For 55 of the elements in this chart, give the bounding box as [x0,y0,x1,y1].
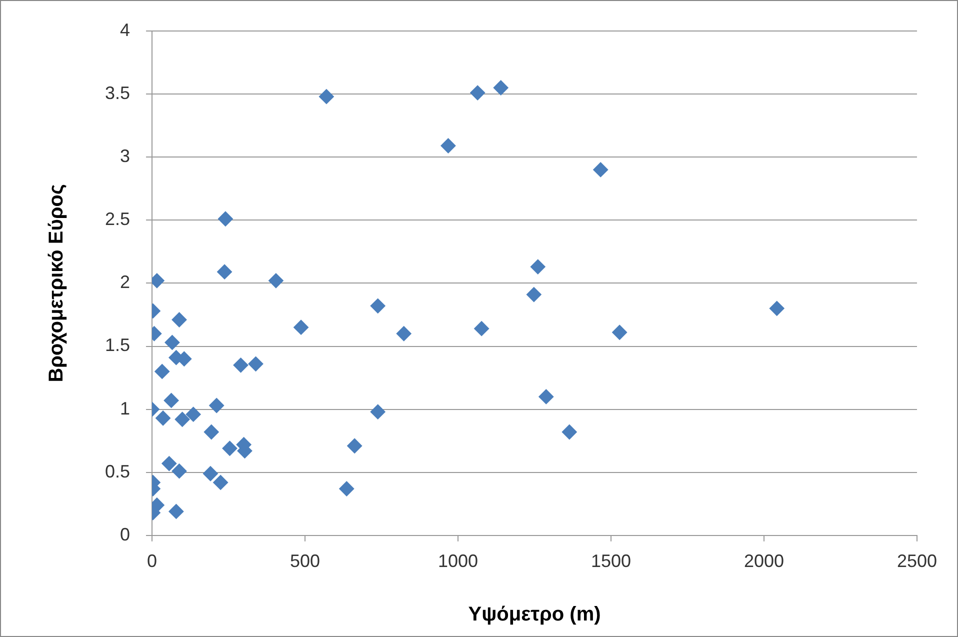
point [562,424,577,440]
point [202,466,218,482]
y-tick-label: 3.5 [104,83,130,104]
x-tick-label: 1000 [438,551,478,572]
point [347,438,362,454]
x-axis-title: Υψόμετρο (m) [468,604,601,626]
point [339,481,354,496]
point [370,298,386,314]
point [156,410,171,426]
point [209,398,224,414]
point [218,211,233,226]
point [204,424,219,440]
point [470,85,486,100]
y-tick-label: 0 [120,524,130,544]
point [233,358,248,373]
point [268,273,284,288]
y-tick-label: 4 [120,20,130,40]
point [217,264,232,280]
point [593,162,608,178]
point [396,326,412,342]
y-tick-label: 1.5 [104,335,130,356]
y-tick-label: 3 [120,146,130,166]
point [612,324,628,340]
y-tick-label: 1 [120,398,130,418]
y-axis-title: Βροχομετρικό Εύρος [46,184,68,382]
point [154,364,170,379]
point [213,474,228,490]
point [474,321,490,336]
x-tick-label: 500 [290,551,320,572]
y-tick-label: 0.5 [104,461,130,482]
point [248,356,264,372]
point [186,406,201,422]
point [172,312,187,328]
point [172,464,187,479]
point [164,334,180,350]
y-tick-label: 2.5 [104,209,130,230]
x-tick-label: 0 [147,551,158,572]
point [493,80,508,96]
y-tick-label: 2 [120,272,130,292]
point [162,456,177,472]
x-tick-label: 2000 [744,551,784,572]
point [294,320,309,335]
point [222,440,238,456]
point [526,287,542,302]
point [538,389,554,404]
point [370,404,386,420]
point [530,259,546,274]
point [168,504,184,519]
point [174,412,190,427]
point [769,300,784,316]
point [164,392,179,408]
x-tick-label: 1500 [590,551,632,572]
x-tick-label: 2500 [896,551,938,572]
point [318,89,334,104]
point [440,138,456,154]
